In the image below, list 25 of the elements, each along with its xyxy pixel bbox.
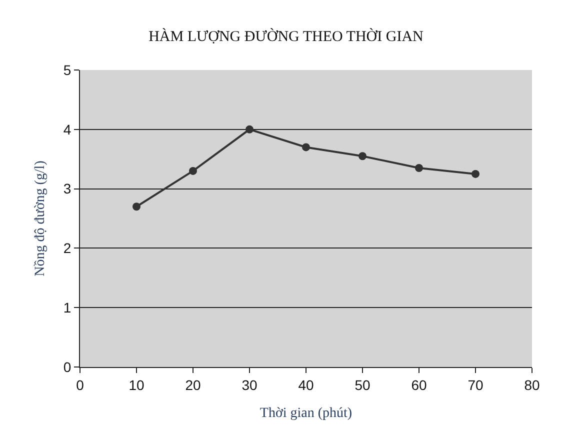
x-axis-title: Thời gian (phút) bbox=[260, 406, 352, 422]
x-tick-label: 70 bbox=[468, 376, 484, 393]
x-tick-label: 40 bbox=[298, 376, 314, 393]
x-tick-label: 0 bbox=[76, 376, 84, 393]
point bbox=[358, 152, 366, 160]
y-tick-label: 5 bbox=[63, 62, 72, 78]
x-tick-label: 60 bbox=[411, 376, 427, 393]
point bbox=[472, 170, 480, 178]
x-tick-label: 30 bbox=[242, 376, 258, 393]
point bbox=[415, 164, 423, 172]
point bbox=[246, 125, 254, 134]
point bbox=[189, 166, 197, 175]
x-tick-label: 20 bbox=[185, 376, 201, 393]
point bbox=[302, 143, 310, 152]
y-tick-label: 0 bbox=[63, 358, 72, 375]
y-tick-label: 1 bbox=[63, 300, 72, 316]
y-tick-label: 3 bbox=[63, 180, 72, 197]
x-tick-label: 50 bbox=[354, 376, 370, 393]
chart-title: HÀM LƯỢNG ĐƯỜNG THEO THỜI GIAN bbox=[148, 28, 424, 46]
y-axis-title: Nồng độ đường (g/l) bbox=[33, 160, 48, 276]
x-tick-label: 10 bbox=[128, 376, 144, 393]
x-tick-label: 80 bbox=[524, 376, 540, 393]
y-tick-label: 2 bbox=[63, 240, 72, 256]
point bbox=[132, 202, 140, 211]
y-tick-label: 4 bbox=[63, 121, 72, 138]
